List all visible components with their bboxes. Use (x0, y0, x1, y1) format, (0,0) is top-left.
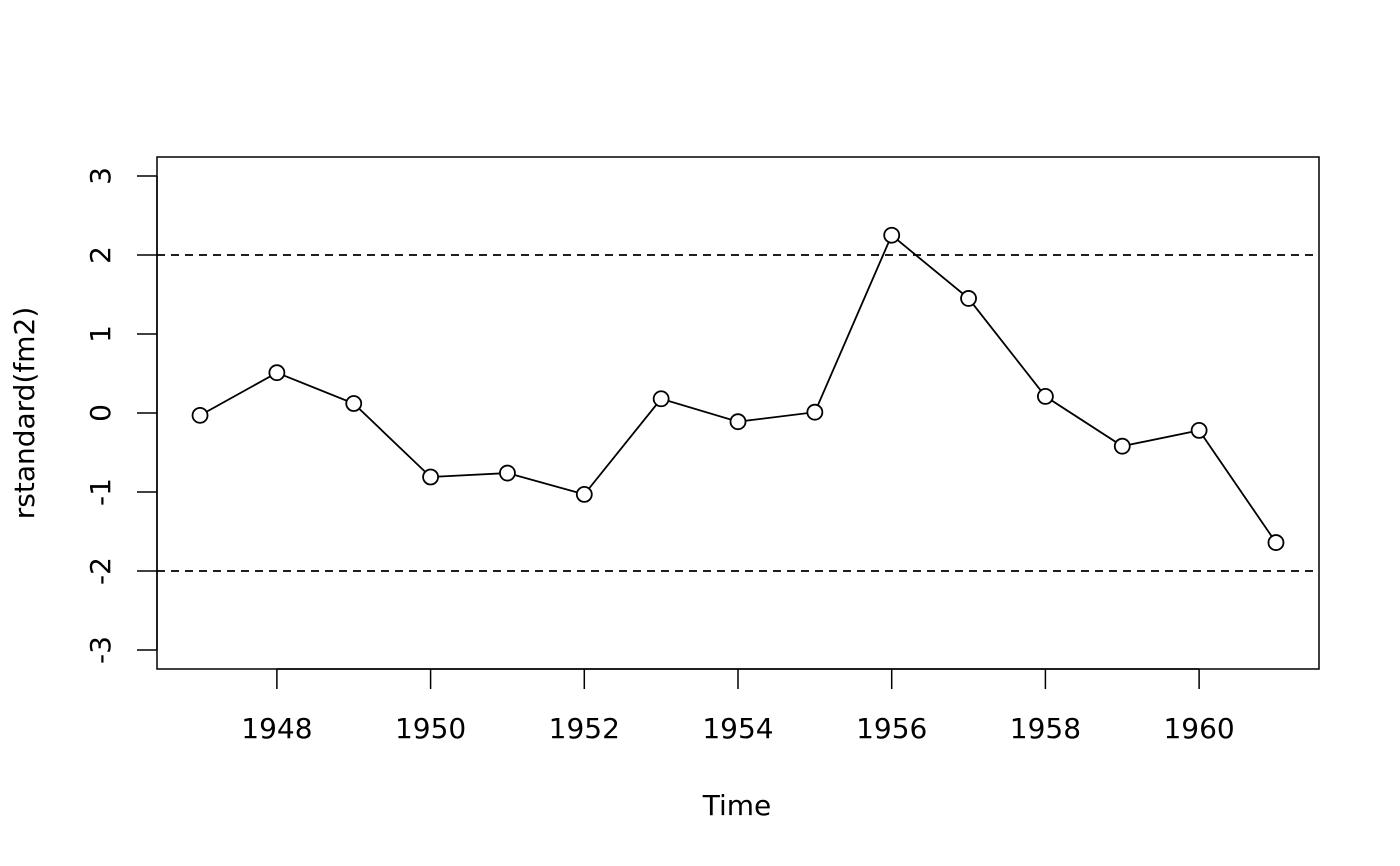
point (1037, 388, 1054, 405)
x-tick-label: 1950 (395, 712, 466, 745)
point (883, 226, 901, 244)
x-tick-label: 1960 (1163, 712, 1234, 745)
x-tick-label: 1952 (549, 712, 620, 745)
x-tick-label: 1948 (241, 712, 312, 745)
point (499, 464, 516, 482)
y-tick-label: 3 (84, 167, 117, 185)
x-tick-label: 1954 (702, 712, 773, 745)
point (422, 468, 439, 486)
y-axis-label: rstandard(fm2) (8, 307, 41, 520)
point (652, 390, 670, 408)
x-tick-label: 1958 (1010, 712, 1081, 745)
y-tick-label: -2 (84, 557, 117, 585)
point (806, 403, 824, 421)
point (191, 406, 209, 424)
plot-box (156, 156, 1320, 670)
point (1267, 534, 1285, 551)
point (729, 413, 747, 431)
x-axis-label: Time (702, 789, 772, 822)
y-tick-label: -3 (84, 636, 117, 664)
y-tick-label: 1 (84, 325, 117, 343)
point (345, 395, 363, 412)
point (1113, 437, 1131, 455)
series-line (199, 233, 1277, 544)
point (575, 485, 593, 503)
y-tick-label: 0 (84, 404, 117, 422)
point (1190, 421, 1208, 439)
y-tick-label: -1 (84, 478, 117, 506)
point (268, 364, 286, 382)
point (960, 290, 977, 307)
x-tick-label: 1956 (856, 712, 927, 745)
y-tick-label: 2 (84, 246, 117, 264)
